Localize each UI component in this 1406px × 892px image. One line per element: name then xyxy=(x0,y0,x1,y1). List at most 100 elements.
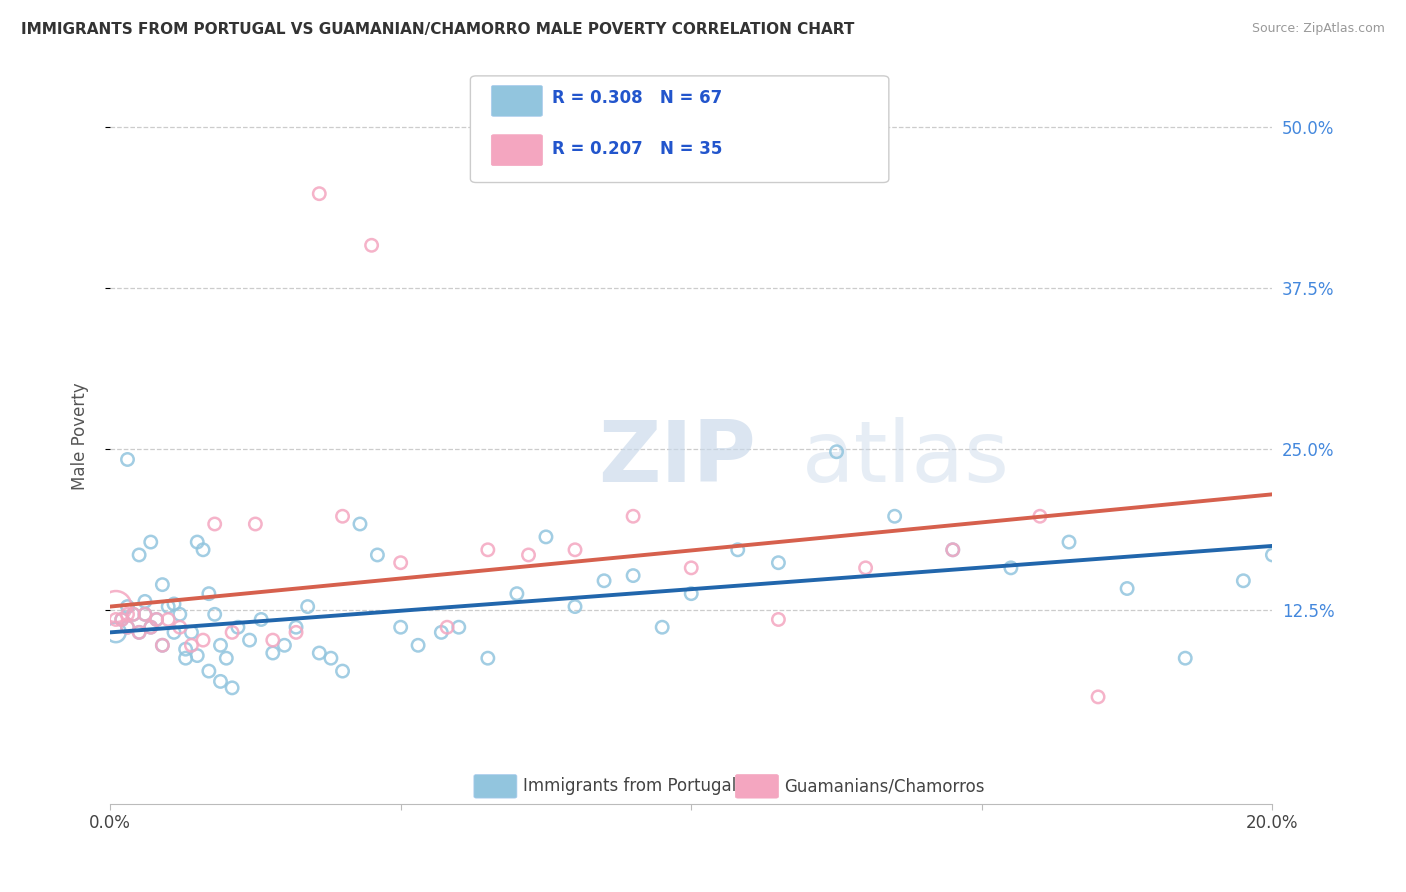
Point xyxy=(534,530,557,544)
Point xyxy=(209,638,232,652)
Point xyxy=(477,542,499,557)
Point xyxy=(942,542,965,557)
Point xyxy=(221,681,243,695)
Text: R = 0.308   N = 67: R = 0.308 N = 67 xyxy=(551,89,723,107)
Point xyxy=(1029,509,1052,524)
Point xyxy=(1232,574,1254,588)
Point xyxy=(145,612,167,626)
Point xyxy=(174,642,197,657)
Point xyxy=(768,612,790,626)
Point xyxy=(150,638,173,652)
FancyBboxPatch shape xyxy=(491,135,543,166)
Point xyxy=(360,238,382,252)
Point xyxy=(134,607,156,622)
Point xyxy=(308,646,330,660)
Point xyxy=(1057,535,1080,549)
Point xyxy=(180,638,202,652)
Point xyxy=(436,620,458,634)
Text: IMMIGRANTS FROM PORTUGAL VS GUAMANIAN/CHAMORRO MALE POVERTY CORRELATION CHART: IMMIGRANTS FROM PORTUGAL VS GUAMANIAN/CH… xyxy=(21,22,855,37)
Text: Guamanians/Chamorros: Guamanians/Chamorros xyxy=(785,777,984,796)
Point xyxy=(139,620,162,634)
FancyBboxPatch shape xyxy=(491,86,543,116)
Point xyxy=(117,620,139,634)
Point xyxy=(681,587,703,601)
Point xyxy=(163,597,186,611)
Point xyxy=(169,607,191,622)
Point xyxy=(1116,582,1139,596)
Point xyxy=(564,542,586,557)
Point xyxy=(768,556,790,570)
Point xyxy=(681,561,703,575)
Point xyxy=(174,651,197,665)
Point xyxy=(238,633,260,648)
Point xyxy=(883,509,905,524)
Point xyxy=(209,674,232,689)
Point xyxy=(1261,548,1284,562)
Point xyxy=(245,516,267,531)
Point xyxy=(134,607,156,622)
Point xyxy=(191,633,214,648)
Point xyxy=(308,186,330,201)
Point xyxy=(942,542,965,557)
Point xyxy=(104,625,127,640)
Point xyxy=(262,646,284,660)
Point xyxy=(855,561,877,575)
Point xyxy=(169,620,191,634)
Text: ZIP: ZIP xyxy=(599,417,756,500)
Point xyxy=(198,664,221,678)
Point xyxy=(332,664,354,678)
Point xyxy=(221,625,243,640)
Point xyxy=(506,587,529,601)
Point xyxy=(564,599,586,614)
Point xyxy=(186,535,208,549)
Point xyxy=(366,548,388,562)
Point xyxy=(319,651,342,665)
Point xyxy=(117,620,139,634)
FancyBboxPatch shape xyxy=(474,774,517,798)
Point xyxy=(111,612,134,626)
Point xyxy=(273,638,295,652)
Point xyxy=(285,620,308,634)
Point xyxy=(198,587,221,601)
Point xyxy=(157,599,180,614)
Point xyxy=(117,599,139,614)
Point xyxy=(593,574,616,588)
Point xyxy=(477,651,499,665)
Point xyxy=(122,607,145,622)
Point xyxy=(145,612,167,626)
Point xyxy=(117,452,139,467)
Point xyxy=(104,612,127,626)
Point xyxy=(191,542,214,557)
Point xyxy=(215,651,238,665)
Point xyxy=(139,620,162,634)
Point xyxy=(1000,561,1022,575)
Point xyxy=(1174,651,1197,665)
Point xyxy=(262,633,284,648)
Point xyxy=(117,607,139,622)
Point xyxy=(285,625,308,640)
Text: R = 0.207   N = 35: R = 0.207 N = 35 xyxy=(551,140,723,159)
Point xyxy=(204,607,226,622)
Point xyxy=(139,535,162,549)
Point xyxy=(150,577,173,591)
Point xyxy=(122,607,145,622)
FancyBboxPatch shape xyxy=(735,774,779,798)
Point xyxy=(406,638,429,652)
Point xyxy=(128,625,150,640)
Point xyxy=(447,620,470,634)
Point xyxy=(430,625,453,640)
FancyBboxPatch shape xyxy=(471,76,889,183)
Point xyxy=(727,542,749,557)
Point xyxy=(825,444,848,458)
Point xyxy=(651,620,673,634)
Point xyxy=(250,612,273,626)
Point xyxy=(621,568,644,582)
Point xyxy=(163,625,186,640)
Point xyxy=(186,648,208,663)
Point xyxy=(204,516,226,531)
Point xyxy=(349,516,371,531)
Point xyxy=(1087,690,1109,704)
Point xyxy=(134,594,156,608)
Text: Source: ZipAtlas.com: Source: ZipAtlas.com xyxy=(1251,22,1385,36)
Y-axis label: Male Poverty: Male Poverty xyxy=(72,383,89,490)
